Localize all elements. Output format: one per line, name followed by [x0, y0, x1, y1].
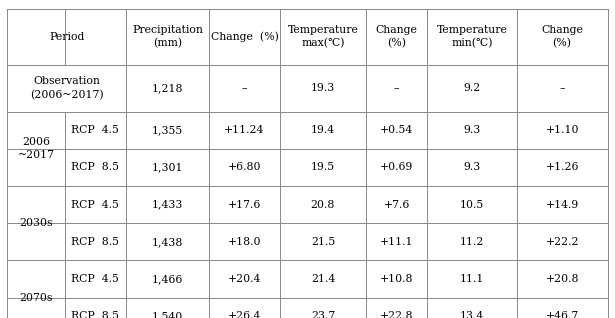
Text: 10.5: 10.5 [460, 200, 484, 210]
Text: +14.9: +14.9 [546, 200, 579, 210]
Text: RCP  4.5: RCP 4.5 [71, 125, 119, 135]
Text: +46.7: +46.7 [546, 311, 579, 318]
Text: Change  (%): Change (%) [210, 31, 279, 42]
Text: 2030s: 2030s [19, 218, 53, 228]
Text: Temperature
max(℃): Temperature max(℃) [287, 25, 359, 49]
Text: +22.8: +22.8 [380, 311, 413, 318]
Text: 23.7: 23.7 [311, 311, 335, 318]
Text: 9.3: 9.3 [463, 125, 481, 135]
Text: Change
(%): Change (%) [376, 25, 418, 49]
Text: +0.69: +0.69 [380, 162, 413, 172]
Text: Temperature
min(℃): Temperature min(℃) [437, 25, 507, 49]
Text: +10.8: +10.8 [380, 274, 413, 284]
Text: 13.4: 13.4 [460, 311, 484, 318]
Text: +1.26: +1.26 [546, 162, 579, 172]
Text: +18.0: +18.0 [228, 237, 261, 247]
Text: 2070s: 2070s [19, 293, 53, 303]
Text: 1,355: 1,355 [152, 125, 183, 135]
Text: +20.4: +20.4 [228, 274, 261, 284]
Text: Precipitation
(mm): Precipitation (mm) [132, 25, 203, 49]
Text: RCP  4.5: RCP 4.5 [71, 274, 119, 284]
Text: 21.4: 21.4 [311, 274, 335, 284]
Text: RCP  4.5: RCP 4.5 [71, 200, 119, 210]
Text: 9.2: 9.2 [463, 83, 481, 93]
Text: 11.2: 11.2 [460, 237, 484, 247]
Text: 1,301: 1,301 [152, 162, 183, 172]
Text: 1,218: 1,218 [152, 83, 183, 93]
Text: –: – [242, 83, 247, 93]
Text: 20.8: 20.8 [311, 200, 335, 210]
Text: –: – [560, 83, 565, 93]
Text: 11.1: 11.1 [460, 274, 484, 284]
Text: +20.8: +20.8 [546, 274, 579, 284]
Text: RCP  8.5: RCP 8.5 [71, 311, 119, 318]
Text: +1.10: +1.10 [546, 125, 579, 135]
Text: 1,438: 1,438 [152, 237, 183, 247]
Text: +17.6: +17.6 [228, 200, 261, 210]
Text: +26.4: +26.4 [228, 311, 261, 318]
Text: 19.3: 19.3 [311, 83, 335, 93]
Text: +7.6: +7.6 [384, 200, 410, 210]
Text: +11.1: +11.1 [380, 237, 413, 247]
Text: Period: Period [49, 32, 84, 42]
Text: +11.24: +11.24 [224, 125, 264, 135]
Text: 19.5: 19.5 [311, 162, 335, 172]
Text: Observation
(2006~2017): Observation (2006~2017) [30, 76, 103, 100]
Text: Change
(%): Change (%) [541, 25, 583, 49]
Text: +6.80: +6.80 [228, 162, 261, 172]
Text: +22.2: +22.2 [546, 237, 579, 247]
Text: RCP  8.5: RCP 8.5 [71, 162, 119, 172]
Text: 9.3: 9.3 [463, 162, 481, 172]
Text: RCP  8.5: RCP 8.5 [71, 237, 119, 247]
Text: –: – [394, 83, 399, 93]
Text: 21.5: 21.5 [311, 237, 335, 247]
Text: 1,540: 1,540 [152, 311, 183, 318]
Text: 1,466: 1,466 [152, 274, 183, 284]
Text: 2006
~2017: 2006 ~2017 [17, 137, 55, 160]
Text: +0.54: +0.54 [380, 125, 413, 135]
Text: 19.4: 19.4 [311, 125, 335, 135]
Text: 1,433: 1,433 [152, 200, 183, 210]
